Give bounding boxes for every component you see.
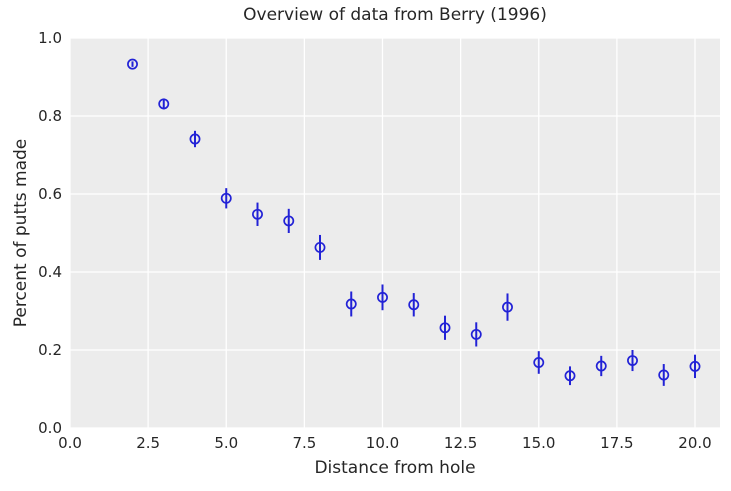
x-tick-label: 12.5 — [443, 434, 478, 452]
data-point-marker — [158, 98, 170, 110]
y-tick-label: 0.0 — [38, 419, 62, 437]
data-point-marker — [658, 369, 670, 381]
axes-background — [70, 38, 720, 428]
data-point-marker — [595, 360, 607, 372]
data-point-marker — [220, 192, 232, 204]
x-tick-label: 0.0 — [58, 434, 82, 452]
x-axis-label: Distance from hole — [314, 458, 476, 478]
data-point-marker — [564, 370, 576, 382]
data-point-marker — [470, 328, 482, 340]
plot-area — [70, 38, 720, 428]
x-tick-label: 17.5 — [600, 434, 634, 452]
data-point-marker — [314, 241, 326, 253]
data-point-marker — [627, 355, 638, 366]
y-tick-label: 0.2 — [38, 341, 62, 359]
y-tick-label: 0.4 — [38, 263, 62, 281]
x-tick-label: 15.0 — [522, 434, 556, 452]
x-tick-label: 20.0 — [678, 434, 712, 452]
x-tick-label: 7.5 — [292, 434, 317, 452]
data-point-marker — [377, 291, 388, 303]
data-point-marker — [533, 357, 545, 368]
y-tick-label: 0.8 — [38, 107, 62, 125]
data-point-marker — [252, 208, 263, 220]
x-tick-label: 10.0 — [365, 434, 400, 452]
data-point-marker — [283, 215, 295, 227]
data-point-marker — [689, 360, 701, 372]
y-axis-label: Percent of putts made — [11, 138, 31, 328]
data-point-marker — [439, 322, 451, 334]
x-tick-label: 5.0 — [214, 434, 239, 452]
y-tick-label: 1.0 — [38, 29, 62, 47]
y-tick-label: 0.6 — [38, 185, 62, 203]
data-point-marker — [408, 299, 420, 311]
data-point-marker — [127, 58, 138, 70]
x-tick-label: 2.5 — [136, 434, 161, 452]
chart-title: Overview of data from Berry (1996) — [243, 5, 547, 25]
data-point-marker — [189, 133, 201, 145]
data-point-marker — [345, 298, 357, 310]
data-point-marker — [502, 301, 513, 313]
